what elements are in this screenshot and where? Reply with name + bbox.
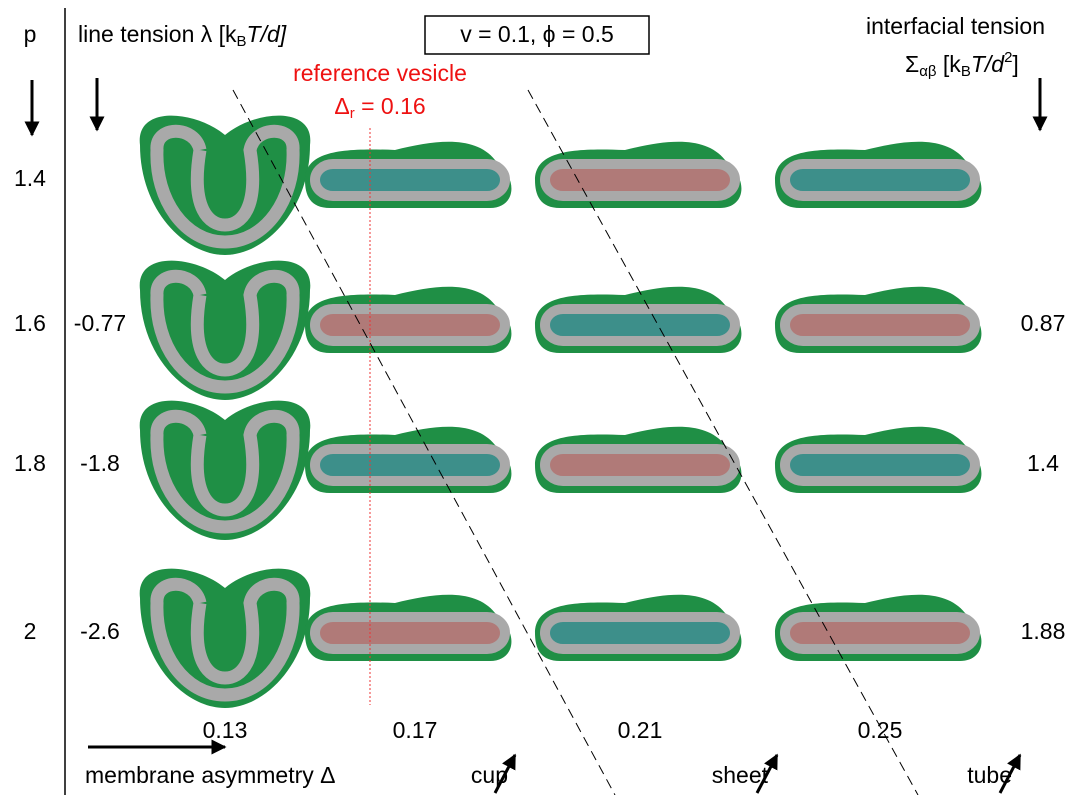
- p-label: p: [24, 21, 37, 47]
- membrane: [780, 612, 980, 654]
- asymmetry-value: 0.21: [618, 717, 663, 743]
- vesicles: [139, 115, 982, 708]
- membrane: [780, 444, 980, 486]
- dashed-guide: [527, 89, 919, 795]
- arrow: [493, 753, 517, 794]
- reference-value: Δr = 0.16: [334, 93, 425, 122]
- line-tension-label: line tension λ [kBT/d]: [78, 21, 287, 50]
- shape-label: tube: [967, 762, 1012, 788]
- interfacial-unit: Σαβ [kBT/d2]: [905, 49, 1019, 80]
- parameters: v = 0.1, ϕ = 0.5: [460, 21, 614, 47]
- asymmetry-label: membrane asymmetry Δ: [85, 762, 336, 788]
- p-value: 2: [24, 618, 37, 644]
- membrane: [150, 124, 300, 249]
- p-value: 1.6: [14, 310, 46, 336]
- p-value: 1.4: [14, 165, 46, 191]
- membrane: [310, 304, 510, 346]
- membrane: [540, 159, 740, 201]
- membrane: [150, 577, 300, 702]
- membrane: [150, 269, 300, 394]
- membrane: [310, 444, 510, 486]
- interfacial-value: 1.4: [1027, 450, 1059, 476]
- p-value: 1.8: [14, 450, 46, 476]
- line-tension-value: -2.6: [80, 618, 120, 644]
- membrane: [780, 159, 980, 201]
- line-tension-value: -1.8: [80, 450, 120, 476]
- membrane: [780, 304, 980, 346]
- asymmetry-value: 0.13: [203, 717, 248, 743]
- asymmetry-value: 0.17: [393, 717, 438, 743]
- labels: 1.4 1.6 -0.77 0.87 1.8 -1.8 1.4 2 -2.6 1.88 0.13 0.…: [14, 165, 1065, 788]
- line-tension-value: -0.77: [74, 310, 126, 336]
- membrane: [310, 159, 510, 201]
- parameter-box: [424, 15, 650, 55]
- interfacial-title: interfacial tension: [866, 13, 1045, 39]
- interfacial-value: 0.87: [1021, 310, 1066, 336]
- membrane: [540, 304, 740, 346]
- reference-title: reference vesicle: [293, 60, 467, 86]
- interfacial-value: 1.88: [1021, 618, 1066, 644]
- asymmetry-value: 0.25: [858, 717, 903, 743]
- arrow: [755, 753, 779, 794]
- arrow: [998, 753, 1022, 794]
- shape-label: cup: [471, 762, 508, 788]
- membrane: [540, 444, 740, 486]
- membrane: [150, 409, 300, 534]
- dashed-guide: [232, 89, 616, 795]
- shape-label: sheet: [712, 762, 769, 788]
- membrane: [540, 612, 740, 654]
- membrane: [310, 612, 510, 654]
